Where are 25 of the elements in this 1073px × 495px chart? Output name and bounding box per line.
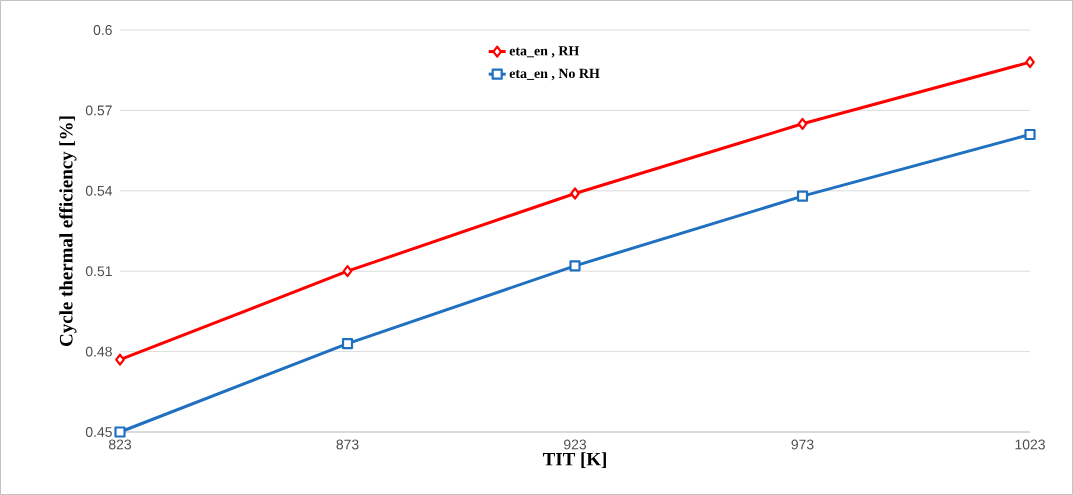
point [570, 187, 580, 200]
point [342, 265, 353, 278]
point [1025, 56, 1035, 69]
y-axis-title: Cycle thermal efficiency [%] [59, 116, 77, 346]
y-tick-label: 0.6 [93, 25, 112, 35]
y-tick-label: 0.48 [85, 346, 112, 357]
x-tick-label: 923 [564, 439, 587, 450]
point [569, 260, 581, 272]
x-axis-title: TIT [K] [542, 452, 606, 468]
x-tick-label: 1023 [1015, 439, 1045, 450]
x-tick-label: 973 [791, 439, 814, 450]
x-tick-label: 873 [336, 439, 359, 450]
legend-label: eta_en , RH [509, 46, 580, 58]
y-tick-label: 0.54 [85, 185, 113, 196]
point [796, 190, 809, 202]
point [114, 426, 126, 438]
y-tick-label: 0.51 [85, 266, 112, 277]
point [1024, 128, 1036, 141]
y-tick-label: 0.45 [85, 427, 112, 437]
x-tick-label: 823 [108, 439, 132, 450]
point [341, 337, 354, 350]
legend-label: eta_en , No RH [509, 68, 600, 81]
y-tick-label: 0.57 [85, 105, 112, 116]
point [115, 353, 125, 366]
point [797, 117, 808, 130]
